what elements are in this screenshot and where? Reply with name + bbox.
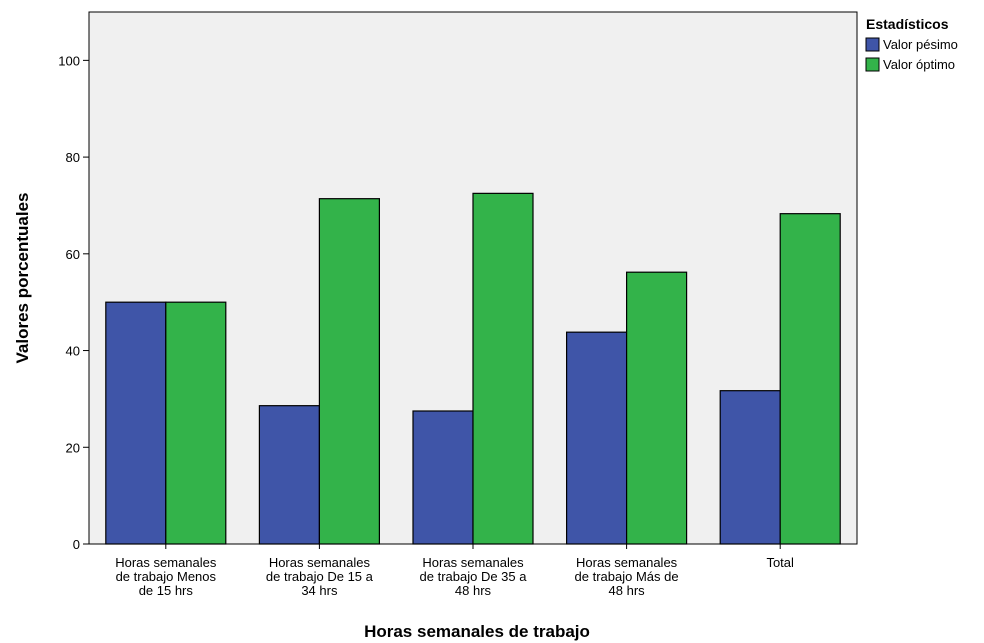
legend-title: Estadísticos (866, 16, 949, 32)
x-tick-label: Horas semanales de trabajo Menos de 15 hrs (115, 555, 217, 598)
y-tick-label: 80 (66, 150, 80, 165)
legend-label: Valor óptimo (883, 57, 955, 72)
x-tick-label: Horas semanales de trabajo De 15 a 34 hrs (266, 555, 374, 598)
bar-valor-optimo-4 (779, 213, 841, 545)
legend-label: Valor pésimo (883, 37, 958, 52)
y-tick-label: 20 (66, 440, 80, 455)
bar-valor-pesimo-4 (719, 390, 781, 545)
bar-valor-optimo-0 (165, 301, 227, 545)
x-axis: Horas semanales de trabajo Menos de 15 hrs… (115, 544, 794, 598)
x-axis-title: Horas semanales de trabajo (364, 622, 590, 641)
x-tick-label: Total (766, 555, 794, 570)
y-axis: 0 20 40 60 80 100 (58, 53, 89, 552)
y-tick-label: 100 (58, 53, 80, 68)
bar-valor-pesimo-2 (412, 410, 474, 545)
legend-swatch (865, 37, 880, 52)
legend-swatch (865, 57, 880, 72)
y-tick-label: 60 (66, 247, 80, 262)
bar-valor-optimo-2 (472, 192, 534, 545)
bar-valor-optimo-1 (318, 198, 380, 545)
x-tick-label: Horas semanales de trabajo De 35 a 48 hrs (420, 555, 528, 598)
bar-valor-pesimo-3 (565, 331, 628, 545)
legend: Estadísticos Valor pésimo Valor óptimo (865, 16, 958, 72)
x-tick-label: Horas semanales de trabajo Más de 48 hrs (575, 555, 679, 598)
bar-valor-optimo-3 (625, 271, 688, 545)
y-tick-label: 40 (66, 344, 80, 359)
y-tick-label: 0 (73, 537, 80, 552)
y-axis-title: Valores porcentuales (13, 192, 32, 363)
bars-group (105, 192, 841, 545)
bar-valor-pesimo-0 (105, 301, 167, 545)
bar-valor-pesimo-1 (258, 405, 320, 545)
